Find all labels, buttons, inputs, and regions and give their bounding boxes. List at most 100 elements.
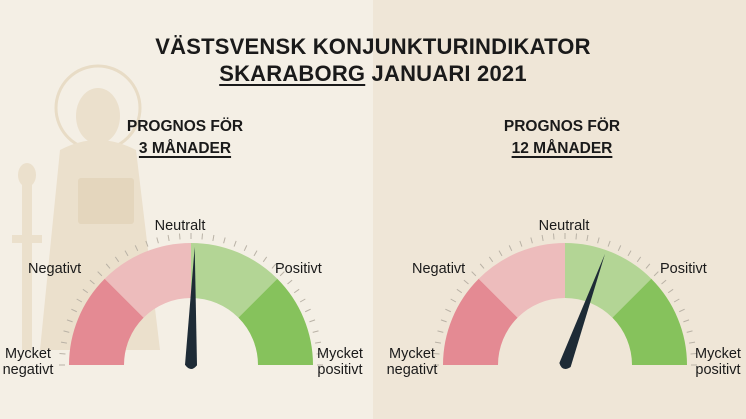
gauge-tick bbox=[683, 319, 690, 323]
segment-very-negative bbox=[443, 278, 518, 365]
gauge-tick bbox=[437, 330, 444, 333]
gauge-tick bbox=[201, 233, 204, 240]
segment-very-positive bbox=[238, 278, 313, 365]
gauge-tick bbox=[63, 330, 70, 333]
gauge-tick bbox=[60, 341, 68, 344]
gauge-tick bbox=[66, 319, 73, 323]
gauge-needle bbox=[185, 247, 197, 370]
gauge-tick bbox=[97, 271, 103, 277]
gauge-2-label-neutral: Neutralt bbox=[538, 218, 590, 234]
gauge-tick bbox=[293, 288, 300, 294]
gauge-2-heading: PROGNOS FÖR 12 MÅNADER bbox=[462, 116, 662, 160]
gauge-tick bbox=[440, 319, 447, 323]
gauge-1-label-neutral: Neutralt bbox=[154, 218, 206, 234]
gauge-tick bbox=[586, 234, 589, 242]
gauge-tick bbox=[212, 234, 215, 242]
gauge-tick bbox=[287, 279, 293, 285]
gauge-tick bbox=[617, 245, 622, 252]
gauge-tick bbox=[479, 263, 485, 269]
gauge-tick bbox=[686, 330, 693, 333]
gauge-tick bbox=[541, 234, 544, 242]
gauge-tick bbox=[309, 319, 316, 323]
gauge-tick bbox=[243, 245, 248, 252]
gauge-2-label-very-negative: Mycket negativt bbox=[380, 346, 444, 378]
gauge-tick bbox=[312, 330, 319, 333]
gauge-1-label-very-negative: Mycket negativt bbox=[0, 346, 60, 378]
gauge-tick bbox=[645, 263, 651, 269]
gauge-tick bbox=[627, 250, 632, 257]
segment-negative bbox=[104, 243, 191, 318]
gauge-1-label-very-positive: Mycket positivt bbox=[308, 346, 372, 378]
gauge-tick bbox=[134, 245, 139, 252]
page-title: VÄSTSVENSK KONJUNKTURINDIKATOR SKARABORG… bbox=[0, 33, 746, 87]
gauge-tick bbox=[114, 256, 120, 263]
gauge-tick bbox=[445, 308, 452, 313]
gauge-1-label-negative: Negativt bbox=[28, 261, 82, 277]
gauge-tick bbox=[304, 308, 311, 313]
gauge-tick bbox=[690, 352, 697, 355]
gauge-1-very-negative-line1: Mycket bbox=[5, 346, 51, 362]
gauge-needle bbox=[559, 253, 605, 370]
gauge-tick bbox=[262, 256, 268, 263]
title-line-2: SKARABORG JANUARI 2021 bbox=[0, 60, 746, 87]
gauge-tick bbox=[82, 288, 89, 294]
gauge-2-label-positive: Positivt bbox=[660, 261, 707, 277]
gauge-tick bbox=[105, 263, 111, 269]
gauge-tick bbox=[223, 237, 226, 244]
gauge-tick bbox=[597, 237, 600, 244]
gauge-2-very-negative-line1: Mycket bbox=[389, 346, 435, 362]
gauge-tick bbox=[433, 352, 440, 355]
gauge-tick bbox=[498, 250, 503, 257]
gauge-2-heading-line: PROGNOS FÖR bbox=[503, 118, 621, 135]
gauge-tick bbox=[314, 341, 322, 344]
gauge-tick bbox=[508, 245, 513, 252]
gauge-1-label-positive: Positivt bbox=[275, 261, 322, 277]
gauge-tick bbox=[678, 308, 685, 313]
gauge-tick bbox=[279, 271, 285, 277]
gauge-tick bbox=[661, 279, 667, 285]
gauge-2-label-negative: Negativt bbox=[412, 261, 466, 277]
gauge-2-label-very-positive: Mycket positivt bbox=[690, 346, 746, 378]
title-line-1: VÄSTSVENSK KONJUNKTURINDIKATOR bbox=[155, 34, 591, 59]
gauge-tick bbox=[178, 233, 181, 240]
gauge-1-very-positive-line2: positivt bbox=[317, 362, 363, 378]
gauge-tick bbox=[299, 298, 306, 303]
gauge-tick bbox=[463, 279, 469, 285]
gauge-tick bbox=[673, 298, 680, 303]
gauge-12-months bbox=[433, 233, 697, 370]
segment-negative bbox=[478, 243, 565, 318]
gauge-1-horizon: 3 MÅNADER bbox=[138, 140, 232, 157]
gauge-tick bbox=[688, 341, 696, 344]
gauge-2-very-negative-line2: negativt bbox=[386, 362, 438, 378]
gauge-tick bbox=[450, 298, 457, 303]
gauge-tick bbox=[667, 288, 674, 294]
gauge-tick bbox=[76, 298, 83, 303]
gauge-tick bbox=[653, 271, 659, 277]
gauge-tick bbox=[156, 237, 159, 244]
segment-positive bbox=[191, 243, 278, 318]
gauge-tick bbox=[488, 256, 494, 263]
gauge-tick bbox=[253, 250, 258, 257]
gauge-tick bbox=[145, 240, 149, 247]
gauge-tick bbox=[71, 308, 78, 313]
gauge-1-very-positive-line1: Mycket bbox=[317, 346, 363, 362]
title-period: JANUARI 2021 bbox=[371, 61, 527, 86]
gauge-tick bbox=[636, 256, 642, 263]
gauge-tick bbox=[167, 234, 170, 242]
gauge-1-very-negative-line2: negativt bbox=[2, 362, 54, 378]
gauge-tick bbox=[552, 233, 555, 240]
gauge-tick bbox=[316, 352, 323, 355]
gauge-2-very-positive-line2: positivt bbox=[695, 362, 741, 378]
gauge-tick bbox=[434, 341, 442, 344]
gauge-tick bbox=[89, 279, 95, 285]
title-region: SKARABORG bbox=[219, 61, 366, 86]
gauge-tick bbox=[233, 240, 237, 247]
segment-very-positive bbox=[612, 278, 687, 365]
gauge-3-months bbox=[59, 233, 323, 370]
gauge-tick bbox=[124, 250, 129, 257]
gauge-tick bbox=[607, 240, 611, 247]
gauge-1-heading-line: PROGNOS FÖR bbox=[126, 118, 244, 135]
gauge-2-very-positive-line1: Mycket bbox=[695, 346, 741, 362]
gauge-tick bbox=[471, 271, 477, 277]
gauge-tick bbox=[575, 233, 578, 240]
